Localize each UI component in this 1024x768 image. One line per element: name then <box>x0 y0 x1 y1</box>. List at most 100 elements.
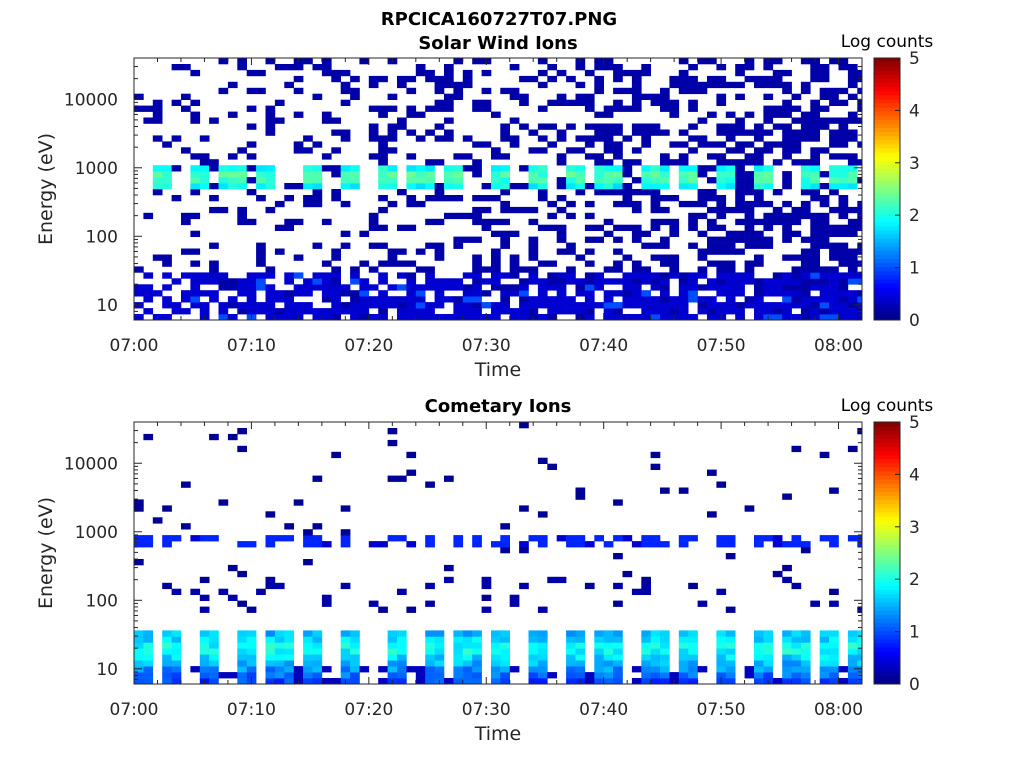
colorbar-tick-label: 1 <box>909 623 920 643</box>
spectrogram-cell <box>650 451 661 459</box>
spectrogram-cell <box>716 99 727 106</box>
spectrogram-cell <box>575 254 586 261</box>
spectrogram-cell <box>265 666 276 673</box>
spectrogram-cell <box>237 171 247 178</box>
spectrogram-cell <box>199 272 210 279</box>
colorbar-segment <box>874 540 900 546</box>
spectrogram-cell <box>603 123 614 130</box>
spectrogram-cell <box>603 636 614 643</box>
spectrogram-cell <box>838 248 849 255</box>
spectrogram-cell <box>688 177 698 184</box>
spectrogram-cell <box>754 541 764 548</box>
spectrogram-cell <box>500 206 510 214</box>
spectrogram-cell <box>735 314 745 321</box>
spectrogram-cell <box>368 600 379 607</box>
spectrogram-cell <box>293 75 304 83</box>
colorbar-segment <box>874 475 900 480</box>
spectrogram-cell <box>641 588 651 595</box>
spectrogram-cell <box>838 254 849 261</box>
spectrogram-cell <box>829 672 839 679</box>
spectrogram-cell <box>227 302 238 309</box>
spectrogram-cell <box>829 296 839 303</box>
spectrogram-cell <box>368 541 379 548</box>
spectrogram-cell <box>321 58 332 65</box>
spectrogram-cell <box>246 654 257 661</box>
spectrogram-cell <box>134 636 144 643</box>
spectrogram-cell <box>350 642 360 649</box>
spectrogram-cell <box>237 177 247 184</box>
spectrogram-cell <box>265 302 276 309</box>
spectrogram-cell <box>641 230 651 237</box>
spectrogram-cell <box>284 308 294 315</box>
spectrogram-cell <box>735 284 745 291</box>
spectrogram-cell <box>772 218 783 226</box>
spectrogram-cell <box>847 111 858 118</box>
y-tick-label: 100 <box>86 227 118 247</box>
spectrogram-cell <box>537 224 548 231</box>
colorbar-segment <box>874 577 900 583</box>
spectrogram-cell <box>613 75 623 83</box>
spectrogram-cell <box>810 165 820 172</box>
colorbar-tick-label: 0 <box>909 675 920 695</box>
spectrogram-cell <box>472 314 482 321</box>
spectrogram-cell <box>415 111 426 118</box>
spectrogram-cell <box>162 171 172 178</box>
spectrogram-cell <box>772 123 783 130</box>
spectrogram-cell <box>800 111 811 118</box>
spectrogram-cell <box>265 678 276 685</box>
spectrogram-cell <box>387 147 398 154</box>
spectrogram-cell <box>631 75 642 83</box>
spectrogram-cell <box>613 278 623 285</box>
spectrogram-cell <box>660 642 670 649</box>
spectrogram-cell <box>566 630 576 637</box>
spectrogram-cell <box>566 165 576 172</box>
spectrogram-cell <box>218 183 229 190</box>
spectrogram-cell <box>397 224 407 231</box>
spectrogram-cell <box>791 302 802 309</box>
spectrogram-cell <box>782 212 792 220</box>
spectrogram-cell <box>152 290 163 297</box>
spectrogram-cell <box>425 535 435 542</box>
spectrogram-cell <box>274 582 285 590</box>
spectrogram-cell <box>472 266 482 273</box>
colorbar-segment <box>874 262 900 268</box>
spectrogram-cell <box>716 642 727 649</box>
spectrogram-cell <box>819 648 830 655</box>
spectrogram-cell <box>744 177 755 184</box>
spectrogram-cell <box>763 308 774 315</box>
colorbar-segment <box>874 193 900 198</box>
spectrogram-cell <box>660 183 670 190</box>
spectrogram-cell <box>472 302 482 309</box>
spectrogram-cell <box>650 218 661 226</box>
spectrogram-cell <box>650 177 661 184</box>
spectrogram-cell <box>697 308 708 315</box>
spectrogram-cell <box>387 654 398 661</box>
spectrogram-cell <box>782 630 792 637</box>
spectrogram-cell <box>838 290 849 297</box>
spectrogram-cell <box>838 200 849 208</box>
spectrogram-cell <box>791 93 802 100</box>
spectrogram-cell <box>491 153 501 160</box>
spectrogram-cell <box>725 123 736 130</box>
spectrogram-cell <box>481 302 492 309</box>
spectrogram-cell <box>481 582 492 590</box>
spectrogram-cell <box>284 314 294 321</box>
spectrogram-cell <box>331 290 341 297</box>
spectrogram-cell <box>312 523 323 530</box>
spectrogram-cell <box>528 165 539 172</box>
spectrogram-cell <box>697 266 708 273</box>
spectrogram-cell <box>829 254 839 261</box>
spectrogram-cell <box>716 195 727 202</box>
spectrogram-cell <box>847 171 858 178</box>
colorbar-segment <box>874 630 900 636</box>
spectrogram-cell <box>819 75 830 83</box>
spectrogram-cell <box>744 666 755 673</box>
spectrogram-cell <box>622 570 633 578</box>
spectrogram-cell <box>340 529 351 536</box>
spectrogram-cell <box>359 666 370 673</box>
spectrogram-cell <box>509 314 520 321</box>
spectrogram-cell <box>613 99 623 106</box>
spectrogram-cell <box>594 630 604 637</box>
spectrogram-cell <box>782 308 792 315</box>
spectrogram-cell <box>444 195 454 202</box>
